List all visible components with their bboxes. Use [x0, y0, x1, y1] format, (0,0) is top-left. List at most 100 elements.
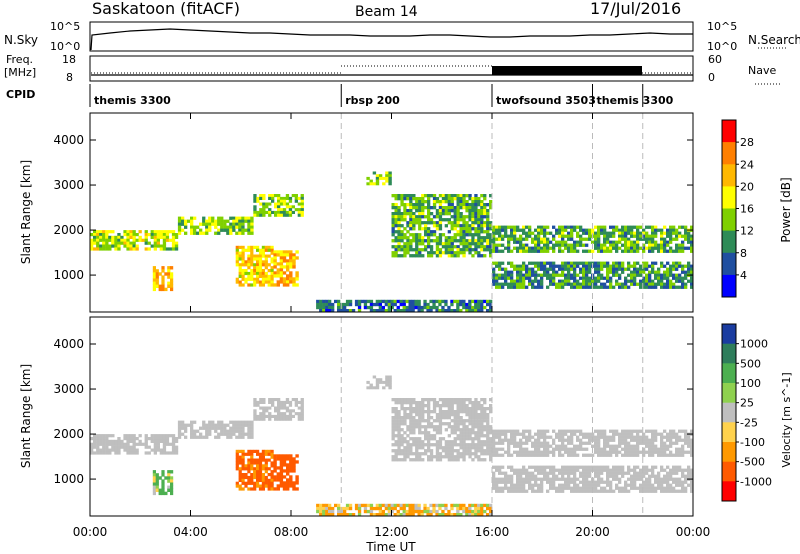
- echo-cell: [397, 443, 401, 447]
- echo-cell: [684, 246, 688, 250]
- echo-cell: [331, 302, 335, 307]
- echo-cell: [135, 451, 139, 455]
- echo-cell: [250, 429, 254, 433]
- echo-cell: [406, 197, 410, 201]
- echo-cell: [161, 266, 165, 270]
- echo-cell: [609, 435, 613, 439]
- echo-cell: [253, 412, 257, 416]
- echo-cell: [418, 428, 422, 432]
- echo-cell: [663, 270, 667, 274]
- echo-cell: [480, 446, 484, 450]
- echo-cell: [528, 474, 532, 478]
- echo-cell: [369, 506, 374, 511]
- echo-cell: [400, 458, 404, 462]
- echo-cell: [406, 224, 410, 228]
- echo-cell: [576, 438, 580, 442]
- echo-cell: [286, 463, 290, 467]
- echo-cell: [397, 245, 401, 249]
- echo-cell: [292, 484, 296, 488]
- echo-cell: [507, 225, 511, 229]
- echo-cell: [411, 299, 415, 304]
- echo-cell: [531, 267, 535, 271]
- echo-cell: [388, 171, 392, 175]
- echo-cell: [627, 285, 631, 289]
- echo-cell: [170, 476, 174, 480]
- echo-cell: [600, 429, 604, 433]
- echo-cell: [480, 302, 484, 307]
- echo-cell: [660, 261, 664, 265]
- echo-cell: [155, 284, 159, 288]
- echo-cell: [424, 428, 428, 432]
- echo-cell: [105, 238, 109, 242]
- echo-cell: [600, 282, 604, 286]
- echo-cell: [171, 247, 176, 251]
- echo-cell: [156, 233, 160, 237]
- echo-cell: [391, 419, 395, 423]
- echo-cell: [250, 277, 254, 281]
- echo-cell: [438, 431, 443, 435]
- echo-cell: [385, 375, 389, 379]
- echo-cell: [435, 227, 440, 231]
- echo-cell: [552, 486, 556, 490]
- echo-cell: [417, 309, 421, 313]
- echo-cell: [402, 309, 406, 313]
- echo-cell: [516, 444, 520, 448]
- echo-cell: [654, 273, 658, 277]
- echo-cell: [435, 419, 440, 423]
- echo-cell: [429, 251, 434, 255]
- echo-cell: [387, 302, 391, 307]
- echo-cell: [489, 251, 493, 255]
- echo-cell: [271, 199, 275, 203]
- echo-cell: [168, 238, 173, 242]
- echo-cell: [612, 432, 616, 436]
- echo-cell: [612, 450, 616, 454]
- echo-cell: [159, 448, 163, 452]
- echo-cell: [429, 449, 434, 453]
- echo-cell: [435, 254, 440, 258]
- echo-cell: [444, 302, 448, 307]
- echo-cell: [582, 282, 586, 286]
- echo-cell: [558, 246, 562, 250]
- echo-cell: [492, 480, 496, 484]
- echo-cell: [531, 435, 535, 439]
- echo-cell: [657, 267, 661, 271]
- echo-cell: [156, 445, 160, 449]
- echo-cell: [489, 452, 493, 456]
- echo-cell: [459, 212, 463, 216]
- echo-cell: [561, 228, 565, 232]
- echo-cell: [394, 206, 398, 210]
- echo-cell: [681, 489, 685, 493]
- echo-cell: [415, 251, 419, 255]
- echo-cell: [258, 452, 263, 456]
- echo-cell: [654, 477, 658, 481]
- echo-cell: [450, 215, 454, 219]
- echo-cell: [167, 473, 171, 477]
- echo-cell: [270, 260, 274, 264]
- echo-cell: [258, 266, 263, 270]
- echo-cell: [480, 209, 484, 213]
- echo-cell: [235, 423, 239, 427]
- echo-cell: [412, 221, 416, 225]
- echo-cell: [540, 273, 544, 277]
- echo-cell: [483, 305, 487, 310]
- echo-cell: [531, 486, 535, 490]
- echo-cell: [226, 435, 230, 439]
- echo-cell: [651, 471, 655, 475]
- echo-cell: [167, 281, 171, 285]
- echo-cell: [462, 458, 466, 462]
- echo-cell: [519, 474, 523, 478]
- echo-cell: [456, 299, 460, 304]
- echo-cell: [558, 279, 562, 283]
- echo-cell: [585, 279, 589, 283]
- echo-cell: [285, 400, 290, 404]
- echo-cell: [462, 248, 466, 252]
- echo-cell: [666, 465, 670, 469]
- echo-cell: [477, 227, 481, 231]
- echo-cell: [453, 449, 457, 453]
- echo-cell: [465, 221, 469, 225]
- echo-cell: [153, 448, 157, 452]
- echo-cell: [624, 441, 628, 445]
- echo-cell: [684, 285, 688, 289]
- echo-cell: [615, 243, 619, 247]
- echo-cell: [480, 503, 484, 508]
